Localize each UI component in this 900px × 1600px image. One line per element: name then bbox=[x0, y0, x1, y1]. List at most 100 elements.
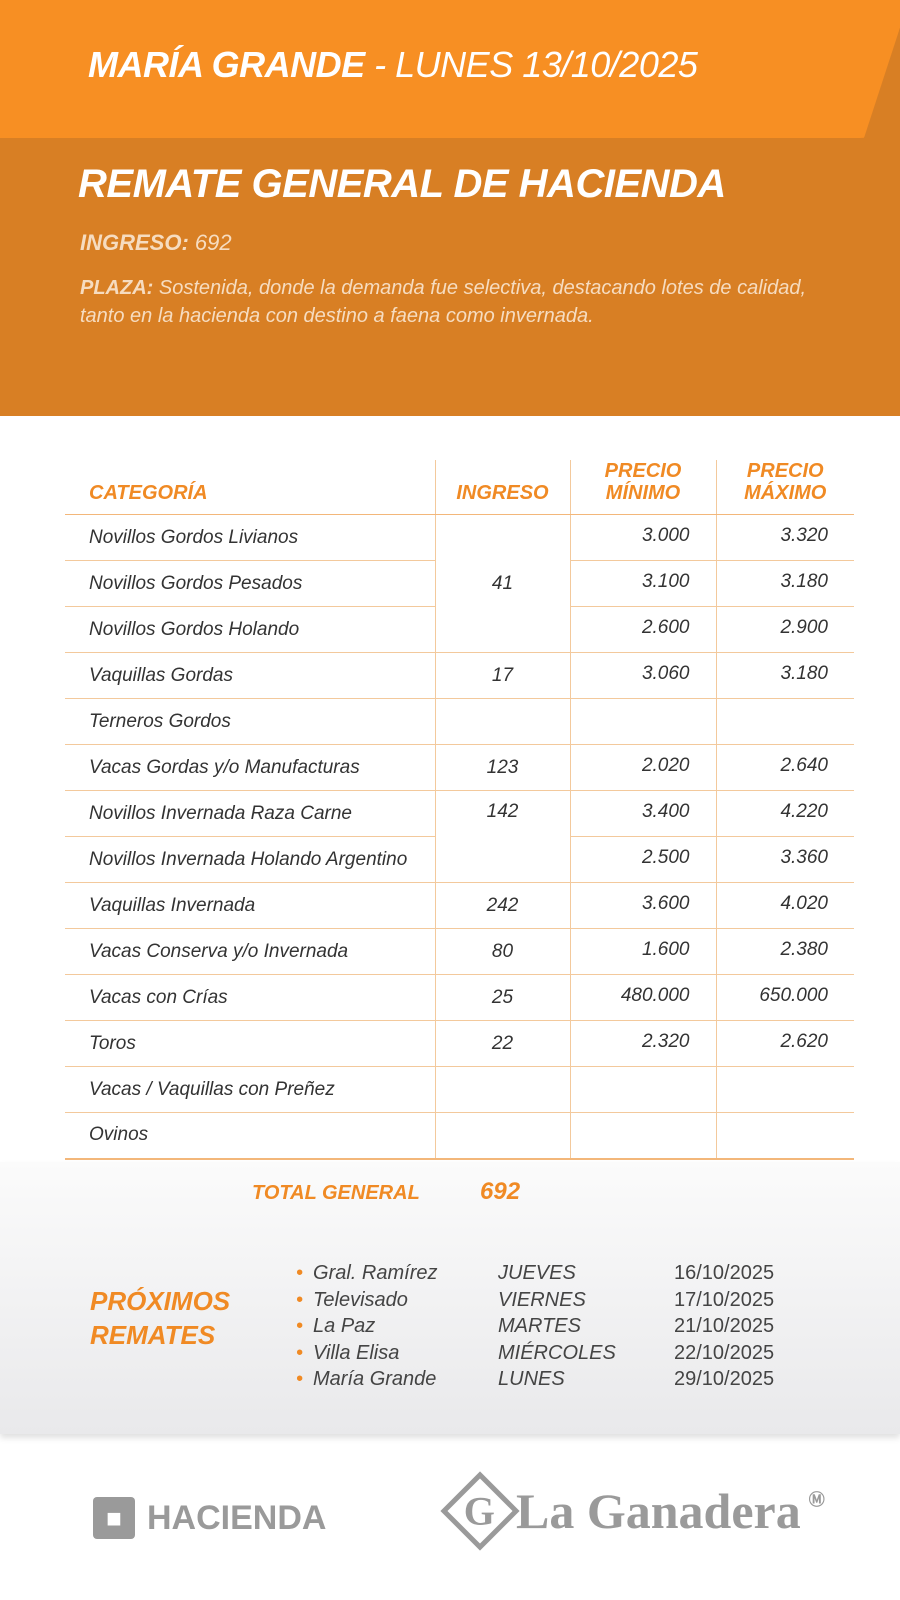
ingreso-cell: 242 bbox=[434, 882, 570, 929]
places-list: • Gral. Ramírez • Televisado • La Paz • Villa E… bbox=[296, 1260, 437, 1393]
remate-day: VIERNES bbox=[498, 1288, 586, 1311]
remate-day: MARTES bbox=[498, 1315, 581, 1337]
precio-minimo-cell: 3.060 bbox=[569, 652, 716, 699]
category-cell: Toros bbox=[65, 1020, 435, 1067]
ingreso-cell: 41 bbox=[434, 514, 570, 653]
g-letter: G bbox=[464, 1488, 496, 1534]
precio-maximo-cell: 3.360 bbox=[715, 836, 854, 883]
table-row: Novillos Gordos Pesados 3.100 3.180 bbox=[65, 560, 854, 607]
remate-date: 29/10/2025 bbox=[674, 1368, 775, 1390]
precio-maximo-cell: 650.000 bbox=[715, 974, 854, 1021]
precio-minimo-cell: 1.600 bbox=[569, 928, 716, 975]
table-row: Novillos Gordos Livianos 41 3.000 3.320 bbox=[65, 514, 854, 653]
table-row: Novillos Invernada Holando Argentino 2.50… bbox=[65, 836, 854, 883]
remate-date: 21/10/2025 bbox=[674, 1315, 775, 1337]
remate-day: LUNES bbox=[498, 1368, 565, 1390]
category-cell: Novillos Invernada Holando Argentino bbox=[65, 836, 435, 883]
table-row: Toros 22 2.320 2.620 bbox=[65, 1020, 854, 1067]
bullet-icon: • bbox=[296, 1262, 304, 1284]
place-name: Gral. Ramírez bbox=[313, 1262, 438, 1284]
ingreso-cell: 123 bbox=[434, 744, 570, 791]
table-row: Vacas / Vaquillas con Preñez bbox=[65, 1066, 854, 1113]
category-cell: Vacas con Crías bbox=[65, 974, 435, 1021]
precio-maximo-cell: 3.180 bbox=[715, 652, 854, 699]
dates-list: 16/10/2025 17/10/2025 21/10/2025 22/10/2025… bbox=[674, 1260, 774, 1393]
category-cell: Novillos Invernada Raza Carne bbox=[65, 790, 435, 837]
table-row: Vacas con Crías 25 480.000 650.000 bbox=[65, 974, 854, 1021]
category-cell: Novillos Gordos Holando bbox=[65, 606, 435, 653]
table-row: Terneros Gordos bbox=[65, 698, 854, 745]
proximos-title: PRÓXIMOS REMATES bbox=[90, 1284, 230, 1352]
category-cell: Ovinos bbox=[65, 1112, 435, 1160]
plaza-summary: PLAZA: Sostenida, donde la demanda fue s… bbox=[80, 274, 820, 330]
bullet-icon: • bbox=[296, 1368, 304, 1390]
precio-maximo-cell: 3.320 bbox=[715, 514, 854, 561]
remate-date: 16/10/2025 bbox=[674, 1262, 775, 1284]
total-value: 692 bbox=[480, 1178, 521, 1205]
category-cell: Novillos Gordos Livianos bbox=[65, 514, 435, 561]
precio-maximo-cell bbox=[715, 1066, 854, 1113]
remate-place: • Gral. Ramírez bbox=[296, 1260, 437, 1287]
ganadera-g-icon: G bbox=[440, 1471, 520, 1551]
remate-date: 17/10/2025 bbox=[674, 1288, 775, 1311]
precio-maximo-cell: 2.380 bbox=[715, 928, 854, 975]
table-row: Vacas Conserva y/o Invernada 80 1.600 2.380 bbox=[65, 928, 854, 975]
table-row: Ovinos bbox=[65, 1112, 854, 1160]
remate-place: • Televisado bbox=[296, 1287, 437, 1314]
remate-date: 22/10/2025 bbox=[674, 1341, 775, 1364]
ingreso-cell: 142 bbox=[434, 790, 570, 883]
header-ingreso: INGRESO bbox=[434, 460, 570, 515]
header-precio-minimo: PRECIO MÍNIMO bbox=[569, 460, 716, 515]
ganadera-text: La Ganadera bbox=[516, 1483, 801, 1539]
title-band: MARÍA GRANDE - LUNES 13/10/2025 bbox=[0, 0, 900, 138]
ingreso-cell bbox=[434, 698, 570, 745]
remate-place: • María Grande bbox=[296, 1366, 437, 1393]
precio-maximo-cell: 2.900 bbox=[715, 606, 854, 653]
precio-minimo-cell: 3.000 bbox=[569, 514, 716, 561]
precio-minimo-cell: 2.500 bbox=[569, 836, 716, 883]
header-precio-maximo: PRECIO MÁXIMO bbox=[715, 460, 854, 515]
place-name: La Paz bbox=[313, 1315, 376, 1337]
la-ganadera-logo: G La Ganadera Ⓜ bbox=[440, 1471, 825, 1551]
remate-place: • La Paz bbox=[296, 1313, 437, 1340]
page-heading: MARÍA GRANDE - LUNES 13/10/2025 bbox=[88, 44, 698, 86]
place-name: Villa Elisa bbox=[313, 1341, 400, 1364]
plaza-label: PLAZA: bbox=[80, 277, 154, 299]
precio-minimo-cell: 3.400 bbox=[569, 790, 716, 837]
proximos-title-2: REMATES bbox=[90, 1320, 216, 1350]
precio-minimo-cell bbox=[569, 1066, 716, 1113]
ingreso-cell: 80 bbox=[434, 928, 570, 975]
precio-maximo-cell: 3.180 bbox=[715, 560, 854, 607]
date: - LUNES 13/10/2025 bbox=[374, 44, 698, 85]
ingreso-summary: INGRESO: 692 bbox=[80, 230, 232, 256]
place-name: María Grande bbox=[313, 1368, 437, 1390]
report-title: REMATE GENERAL DE HACIENDA bbox=[78, 162, 726, 206]
bullet-icon: • bbox=[296, 1315, 304, 1337]
precio-minimo-cell: 3.100 bbox=[569, 560, 716, 607]
hacienda-logo: ■ HACIENDA bbox=[93, 1497, 326, 1539]
precio-minimo-cell bbox=[569, 1112, 716, 1160]
ingreso-cell bbox=[434, 1112, 570, 1160]
bullet-icon: • bbox=[296, 1341, 304, 1364]
precio-minimo-cell: 2.600 bbox=[569, 606, 716, 653]
precio-minimo-cell: 2.320 bbox=[569, 1020, 716, 1067]
header-categoria: CATEGORÍA bbox=[65, 460, 435, 515]
category-cell: Vaquillas Gordas bbox=[65, 652, 435, 699]
category-cell: Vacas Gordas y/o Manufacturas bbox=[65, 744, 435, 791]
ingreso-cell: 25 bbox=[434, 974, 570, 1021]
bullet-icon: • bbox=[296, 1288, 304, 1311]
plaza-text: Sostenida, donde la demanda fue selectiv… bbox=[80, 277, 807, 327]
hacienda-text: HACIENDA bbox=[147, 1498, 327, 1537]
table-row: Vaquillas Gordas 17 3.060 3.180 bbox=[65, 652, 854, 699]
category-cell: Terneros Gordos bbox=[65, 698, 435, 745]
remate-day: MIÉRCOLES bbox=[498, 1341, 616, 1364]
proximos-title-1: PRÓXIMOS bbox=[90, 1286, 231, 1316]
remate-place: • Villa Elisa bbox=[296, 1340, 437, 1367]
ingreso-value: 692 bbox=[194, 230, 232, 255]
precio-minimo-cell: 2.020 bbox=[569, 744, 716, 791]
category-cell: Novillos Gordos Pesados bbox=[65, 560, 435, 607]
category-cell: Vaquillas Invernada bbox=[65, 882, 435, 929]
cow-icon: ■ bbox=[93, 1497, 135, 1539]
precio-maximo-cell bbox=[715, 698, 854, 745]
remate-day: JUEVES bbox=[498, 1262, 576, 1284]
